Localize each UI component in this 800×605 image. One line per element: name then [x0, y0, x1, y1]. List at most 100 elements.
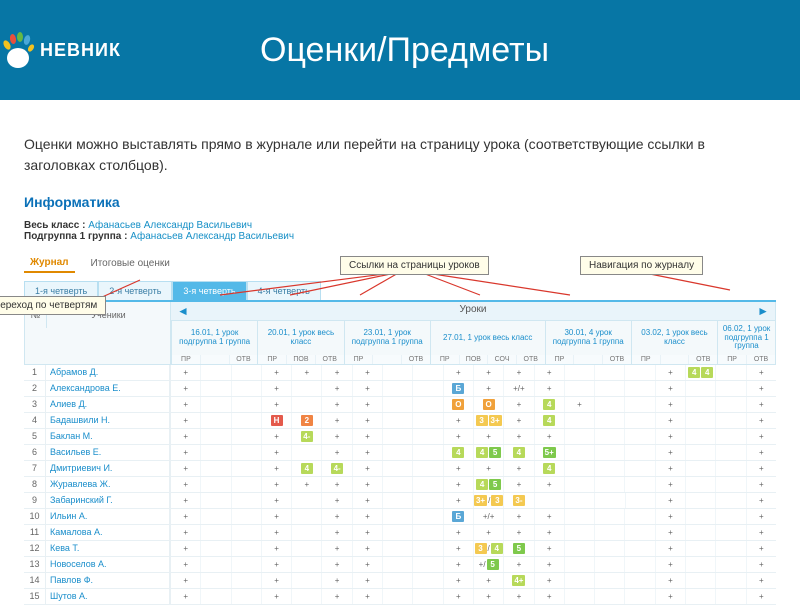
grade-cell[interactable]: 2 [291, 413, 321, 428]
grade-cell[interactable] [715, 365, 745, 380]
grade-cell[interactable]: 4 [534, 413, 564, 428]
student-link[interactable]: Ильин А. [46, 509, 170, 524]
grade-cell[interactable] [625, 493, 655, 508]
grade-cell[interactable] [412, 557, 442, 572]
grade-cell[interactable]: 45 [473, 477, 503, 492]
grade-cell[interactable]: + [443, 493, 473, 508]
grade-cell[interactable]: + [170, 525, 200, 540]
student-link[interactable]: Кева Т. [46, 541, 170, 556]
grade-cell[interactable] [594, 541, 624, 556]
grade-cell[interactable] [564, 461, 594, 476]
grade-cell[interactable]: + [534, 365, 564, 380]
student-link[interactable]: Васильев Е. [46, 445, 170, 460]
grade-cell[interactable]: + [655, 493, 685, 508]
grade-cell[interactable]: + [261, 381, 291, 396]
grade-cell[interactable]: О [473, 397, 503, 412]
grade-cell[interactable]: + [534, 477, 564, 492]
grade-cell[interactable] [715, 589, 745, 604]
grade-cell[interactable] [412, 381, 442, 396]
grade-cell[interactable]: + [655, 365, 685, 380]
grade-cell[interactable] [715, 413, 745, 428]
grade-cell[interactable]: 4 [534, 461, 564, 476]
grade-cell[interactable]: + [746, 413, 776, 428]
grade-cell[interactable]: + [746, 365, 776, 380]
grade-cell[interactable]: 45 [473, 445, 503, 460]
grade-cell[interactable]: + [170, 493, 200, 508]
grade-cell[interactable] [624, 589, 654, 604]
grade-cell[interactable]: + [352, 525, 382, 540]
grade-cell[interactable]: + [534, 509, 564, 524]
grade-cell[interactable]: + [746, 477, 776, 492]
grade-cell[interactable]: + [534, 541, 564, 556]
grade-cell[interactable]: + [746, 525, 776, 540]
grade-cell[interactable] [715, 397, 745, 412]
student-link[interactable]: Абрамов Д. [46, 365, 170, 380]
grade-cell[interactable] [594, 509, 624, 524]
grade-cell[interactable]: + [170, 509, 200, 524]
grade-cell[interactable] [715, 477, 745, 492]
grade-cell[interactable]: + [261, 461, 291, 476]
grade-cell[interactable] [200, 525, 230, 540]
grade-cell[interactable] [382, 365, 412, 380]
grade-cell[interactable] [715, 429, 745, 444]
grade-cell[interactable] [624, 429, 654, 444]
grade-cell[interactable]: + [655, 429, 685, 444]
grade-cell[interactable] [412, 573, 442, 588]
grade-cell[interactable] [412, 477, 442, 492]
grade-cell[interactable]: + [352, 589, 382, 604]
grade-cell[interactable]: + [746, 509, 776, 524]
grade-cell[interactable] [685, 461, 715, 476]
grade-cell[interactable] [382, 429, 412, 444]
grade-cell[interactable]: + [473, 461, 503, 476]
grade-cell[interactable]: + [443, 573, 473, 588]
grade-cell[interactable] [291, 589, 321, 604]
grade-cell[interactable]: + [503, 429, 533, 444]
grade-cell[interactable]: + [746, 589, 776, 604]
grade-cell[interactable]: 3- [503, 493, 533, 508]
grade-cell[interactable] [412, 445, 442, 460]
grade-cell[interactable] [564, 493, 594, 508]
grade-cell[interactable] [231, 413, 261, 428]
grade-cell[interactable]: + [321, 477, 351, 492]
grade-cell[interactable] [412, 493, 442, 508]
grade-cell[interactable]: + [170, 445, 200, 460]
grade-cell[interactable] [564, 525, 594, 540]
grade-cell[interactable] [200, 493, 230, 508]
grade-cell[interactable]: + [352, 413, 382, 428]
lesson-link[interactable]: 16.01, 1 урок подгруппа 1 группа [172, 321, 257, 355]
grade-cell[interactable] [231, 509, 261, 524]
student-link[interactable]: Павлов Ф. [46, 573, 170, 588]
grade-cell[interactable]: +/+ [473, 509, 503, 524]
grade-cell[interactable]: + [746, 429, 776, 444]
grade-cell[interactable]: + [170, 429, 200, 444]
grade-cell[interactable] [382, 493, 412, 508]
grade-cell[interactable] [685, 541, 715, 556]
grade-cell[interactable] [412, 413, 442, 428]
lesson-link[interactable]: 27.01, 1 урок весь класс [431, 321, 545, 355]
grade-cell[interactable]: + [352, 493, 382, 508]
grade-cell[interactable] [564, 557, 594, 572]
grade-cell[interactable]: + [261, 445, 291, 460]
grade-cell[interactable]: + [321, 365, 351, 380]
grade-cell[interactable]: + [473, 589, 503, 604]
grade-cell[interactable]: 4 [291, 461, 321, 476]
grade-cell[interactable] [564, 413, 594, 428]
grade-cell[interactable]: +/+ [503, 381, 533, 396]
grade-cell[interactable]: + [321, 493, 351, 508]
grade-cell[interactable]: + [655, 477, 685, 492]
grade-cell[interactable]: 5 [503, 541, 533, 556]
grade-cell[interactable] [564, 429, 594, 444]
nav-next-icon[interactable]: ► [757, 304, 769, 318]
student-link[interactable]: Бадашвили Н. [46, 413, 170, 428]
grade-cell[interactable]: + [503, 589, 533, 604]
grade-cell[interactable]: + [655, 573, 685, 588]
grade-cell[interactable]: + [261, 557, 291, 572]
grade-cell[interactable] [231, 365, 261, 380]
lesson-link[interactable]: 30.01, 4 урок подгруппа 1 группа [546, 321, 631, 355]
grade-cell[interactable]: + [352, 509, 382, 524]
grade-cell[interactable]: + [655, 413, 685, 428]
grade-cell[interactable]: + [261, 573, 291, 588]
grade-cell[interactable]: + [534, 381, 564, 396]
grade-cell[interactable]: + [261, 397, 291, 412]
grade-cell[interactable]: + [655, 397, 685, 412]
